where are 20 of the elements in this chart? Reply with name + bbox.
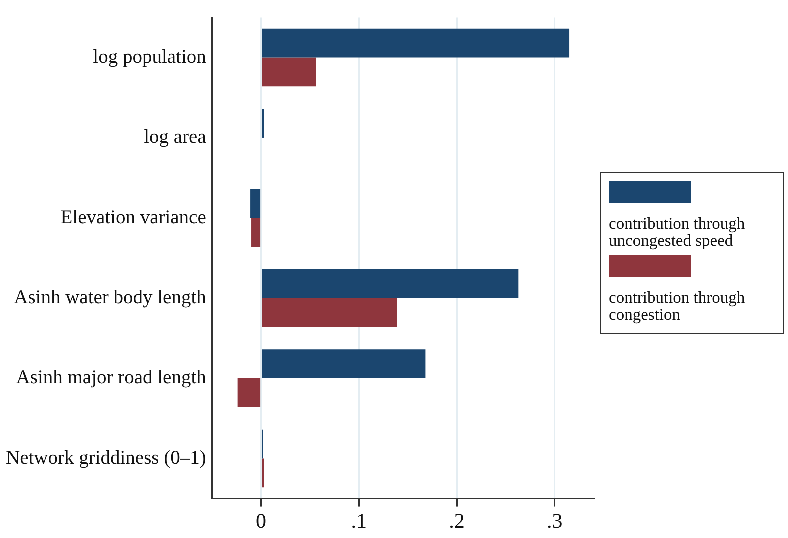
bar [262, 58, 316, 87]
y-tick-label: Asinh water body length [14, 287, 207, 308]
legend-label: contribution through congestion [609, 288, 746, 324]
bar [238, 378, 261, 408]
y-tick-label: Elevation variance [60, 207, 206, 228]
x-tick-label: .1 [351, 508, 368, 533]
legend-label: contribution through uncongested speed [609, 214, 746, 250]
y-tick-label: Asinh major road length [16, 368, 207, 389]
bar [262, 269, 519, 298]
x-tick-label: 0 [256, 508, 267, 533]
y-tick-label: log population [93, 46, 207, 68]
x-tick-label: .2 [449, 508, 465, 533]
y-tick-label: log area [144, 127, 207, 148]
x-tick-label: .3 [546, 508, 563, 533]
bar [262, 28, 570, 58]
y-tick-label: Network griddiness (0–1) [6, 448, 206, 469]
bar [262, 298, 398, 328]
bar [250, 189, 261, 218]
bar [262, 350, 426, 379]
bar [252, 218, 261, 248]
